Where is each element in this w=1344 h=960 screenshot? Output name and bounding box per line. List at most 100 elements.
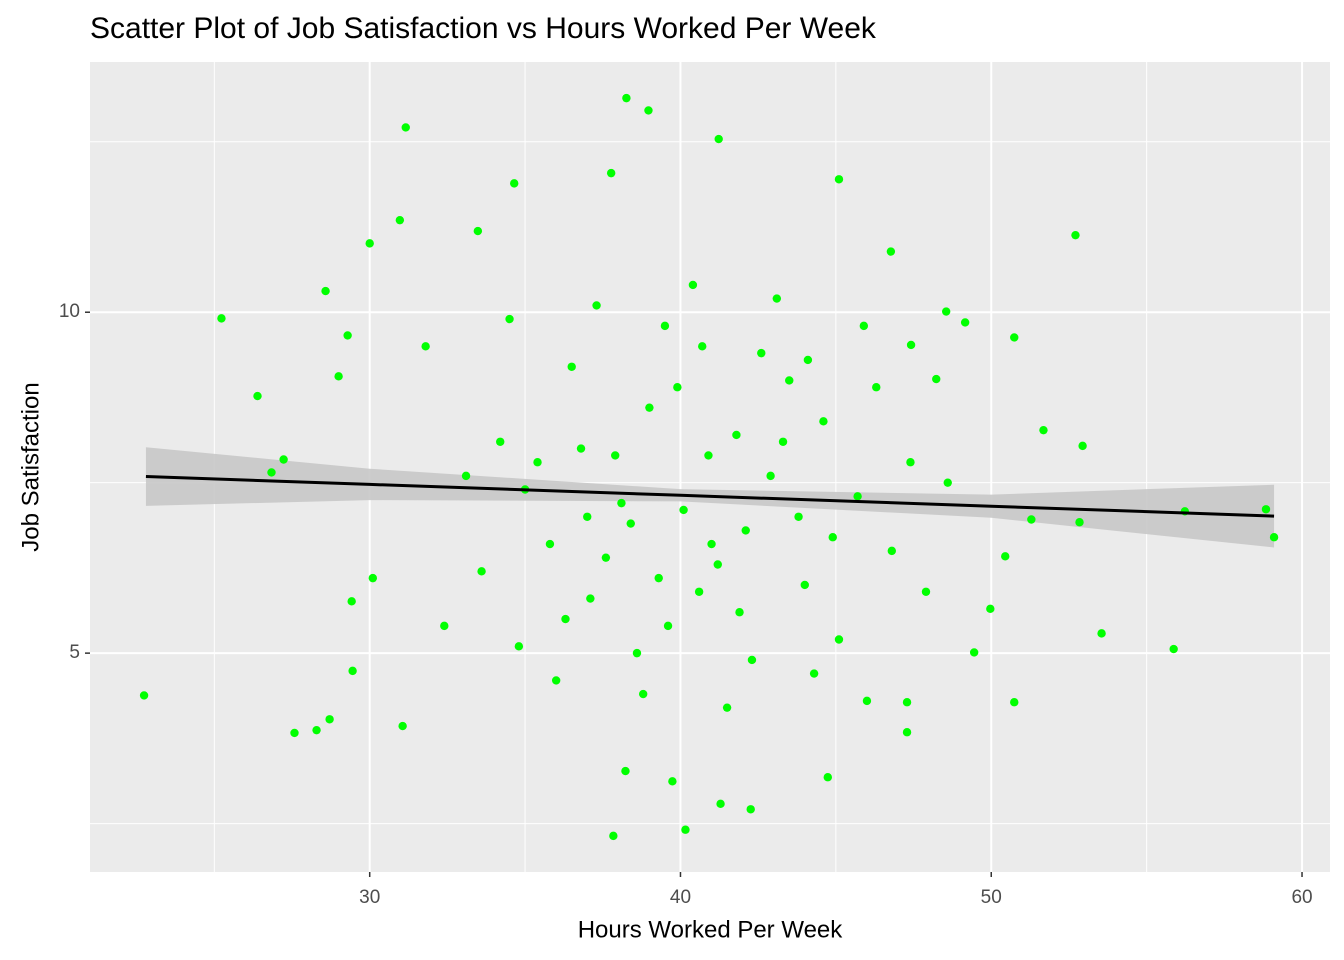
point — [461, 471, 471, 481]
point — [1027, 515, 1036, 524]
point — [785, 376, 794, 385]
point — [986, 604, 995, 614]
point — [645, 403, 654, 412]
point — [932, 374, 941, 384]
point — [592, 301, 601, 310]
point — [800, 580, 809, 590]
point — [611, 451, 620, 460]
point — [567, 362, 576, 371]
point — [1078, 441, 1087, 451]
point — [583, 512, 592, 521]
point — [139, 691, 149, 700]
point — [533, 458, 542, 467]
point — [217, 314, 226, 323]
point — [398, 721, 407, 731]
point — [716, 799, 725, 809]
point — [365, 239, 374, 248]
point — [395, 215, 405, 225]
point — [828, 533, 837, 542]
point — [440, 621, 449, 631]
point — [253, 391, 262, 401]
point — [698, 342, 707, 351]
point — [1269, 533, 1279, 542]
x-axis-title: Hours Worked Per Week — [578, 916, 844, 943]
point — [707, 539, 716, 549]
point — [601, 553, 611, 562]
point — [626, 519, 635, 528]
x-tick-label: 50 — [981, 887, 1002, 908]
point — [772, 294, 782, 303]
point — [746, 805, 755, 814]
point — [606, 168, 616, 178]
chart-title: Scatter Plot of Job Satisfaction vs Hour… — [90, 12, 877, 45]
point — [473, 226, 483, 236]
point — [902, 698, 912, 707]
point — [886, 247, 896, 256]
point — [279, 455, 288, 464]
point — [803, 355, 813, 365]
point — [1261, 505, 1271, 514]
point — [735, 608, 744, 617]
point — [872, 383, 881, 392]
y-tick-label: 10 — [59, 301, 80, 322]
point — [943, 478, 952, 487]
point — [694, 587, 704, 596]
point — [681, 825, 690, 834]
x-tick-label: 30 — [359, 887, 380, 908]
point — [312, 725, 321, 735]
point — [368, 573, 378, 583]
point — [1097, 629, 1106, 638]
point — [713, 560, 722, 569]
point — [325, 715, 334, 724]
point — [401, 123, 410, 132]
point — [902, 728, 912, 737]
point — [617, 498, 626, 508]
x-tick-label: 60 — [1291, 887, 1312, 908]
point — [1010, 333, 1019, 342]
point — [941, 307, 951, 316]
point — [545, 539, 555, 549]
point — [960, 318, 970, 327]
point — [586, 594, 595, 603]
point — [1010, 698, 1019, 707]
point — [834, 175, 844, 184]
point — [757, 348, 766, 358]
point — [421, 342, 430, 351]
y-tick-label: 5 — [69, 642, 80, 663]
point — [644, 106, 653, 115]
point — [809, 669, 819, 678]
point — [663, 621, 673, 631]
point — [496, 437, 505, 446]
point — [704, 451, 713, 460]
point — [722, 703, 732, 712]
point — [334, 372, 343, 381]
point — [321, 286, 330, 296]
point — [638, 689, 648, 699]
x-tick-label: 40 — [670, 887, 691, 908]
point — [921, 587, 931, 596]
point — [347, 597, 356, 606]
point — [290, 728, 299, 738]
point — [673, 383, 682, 392]
point — [823, 773, 832, 782]
point — [621, 766, 630, 776]
point — [688, 280, 698, 290]
point — [732, 430, 741, 440]
point — [348, 666, 357, 676]
point — [862, 696, 872, 706]
point — [632, 648, 642, 658]
point — [561, 614, 570, 624]
point — [714, 134, 723, 144]
point — [510, 179, 519, 188]
point — [741, 526, 750, 535]
point — [778, 437, 788, 446]
point — [660, 321, 670, 331]
point — [1169, 644, 1178, 654]
point — [514, 642, 524, 651]
point — [1071, 230, 1080, 240]
point — [766, 471, 775, 481]
point — [747, 655, 757, 665]
regression-line — [145, 475, 1275, 518]
point — [969, 648, 979, 657]
